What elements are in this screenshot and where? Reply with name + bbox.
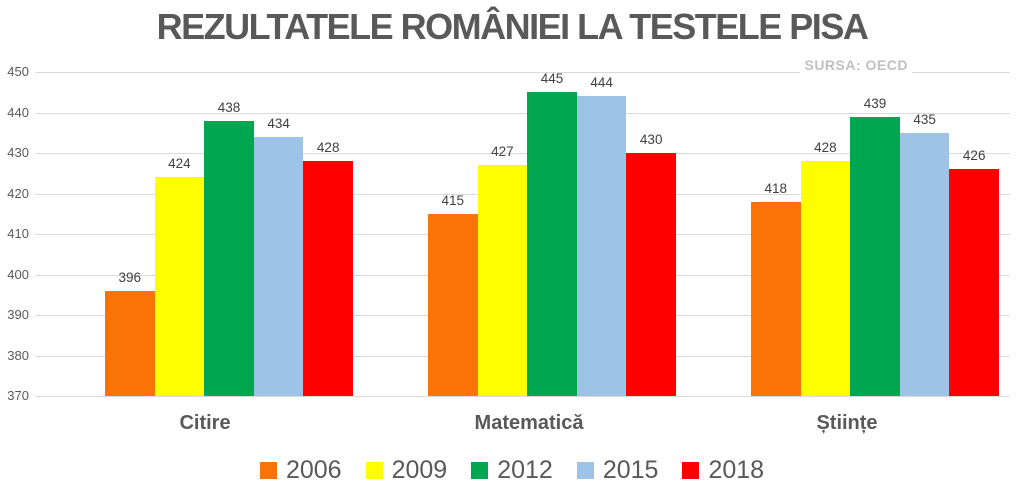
chart-title: REZULTATELE ROMÂNIEI LA TESTELE PISA xyxy=(156,6,869,47)
legend-item-2012: 2012 xyxy=(471,455,553,484)
bar-value-label: 428 xyxy=(316,140,340,156)
legend-item-2015: 2015 xyxy=(576,455,659,484)
bar-2018-stiinte xyxy=(949,169,999,396)
gridline-440 xyxy=(35,112,1010,114)
bar-value-label: 418 xyxy=(764,180,788,196)
y-axis-tick-label: 400 xyxy=(7,266,29,282)
bar-2006-citire xyxy=(105,290,155,396)
category-label-citire: Citire xyxy=(179,412,231,434)
legend-label: 2018 xyxy=(708,455,765,484)
bar-2006-stiinte xyxy=(751,201,801,396)
legend: 2006 2009 2012 2015 2018 xyxy=(0,452,1024,488)
y-axis-tick-label: 430 xyxy=(7,145,29,160)
bar-2015-citire xyxy=(253,136,304,396)
bar-value-label: 435 xyxy=(913,111,936,127)
bar-value-label: 426 xyxy=(962,148,986,164)
legend-swatch-2006 xyxy=(259,461,277,479)
legend-swatch-2015 xyxy=(576,461,594,479)
bar-value-label: 415 xyxy=(441,192,465,208)
bar-2015-stiinte xyxy=(899,132,950,396)
category-label-stiinte: Științe xyxy=(816,412,878,434)
bar-value-label: 438 xyxy=(217,99,241,115)
legend-label: 2015 xyxy=(602,455,659,484)
bar-value-label: 444 xyxy=(590,75,613,91)
bar-value-label: 445 xyxy=(540,71,564,87)
bar-2009-citire xyxy=(154,177,205,396)
legend-label: 2009 xyxy=(391,455,448,484)
y-axis-tick-label: 450 xyxy=(7,64,29,79)
gridline-430 xyxy=(35,153,1010,154)
legend-label: 2012 xyxy=(497,455,553,484)
legend-swatch-2018 xyxy=(682,461,700,479)
bar-value-label: 439 xyxy=(863,95,887,111)
y-axis-tick-label: 380 xyxy=(7,347,29,363)
bar-value-label: 427 xyxy=(491,144,514,160)
legend-item-2018: 2018 xyxy=(682,455,765,484)
y-axis-tick-label: 440 xyxy=(7,104,29,120)
bar-2009-stiinte xyxy=(800,161,851,396)
legend-label: 2006 xyxy=(285,455,342,484)
bar-2015-matematica xyxy=(576,96,627,396)
bar-2018-matematica xyxy=(626,153,676,396)
y-axis-tick-label: 410 xyxy=(7,226,29,241)
bar-2012-citire xyxy=(204,120,254,396)
legend-item-2006: 2006 xyxy=(259,455,342,484)
y-axis-tick-label: 390 xyxy=(7,307,29,322)
bar-value-label: 434 xyxy=(267,115,290,131)
bar-value-label: 424 xyxy=(168,156,191,172)
legend-swatch-2009 xyxy=(365,461,383,479)
source-label: SURSA: OECD xyxy=(800,57,912,73)
gridline-370 xyxy=(35,396,1010,397)
legend-item-2009: 2009 xyxy=(365,455,448,484)
bar-2006-matematica xyxy=(428,213,478,396)
bar-value-label: 396 xyxy=(118,269,142,285)
legend-swatch-2012 xyxy=(471,461,489,479)
bar-2009-matematica xyxy=(477,165,528,396)
bar-2012-stiinte xyxy=(850,116,900,396)
y-axis-tick-label: 420 xyxy=(7,185,29,201)
gridline-450 xyxy=(35,72,1010,73)
y-axis-tick-label: 370 xyxy=(7,388,29,403)
category-label-matematica: Matematică xyxy=(474,412,584,434)
bar-value-label: 428 xyxy=(814,140,837,156)
bar-2012-matematica xyxy=(527,92,577,396)
bar-value-label: 430 xyxy=(639,132,663,147)
bar-2018-citire xyxy=(303,161,353,396)
